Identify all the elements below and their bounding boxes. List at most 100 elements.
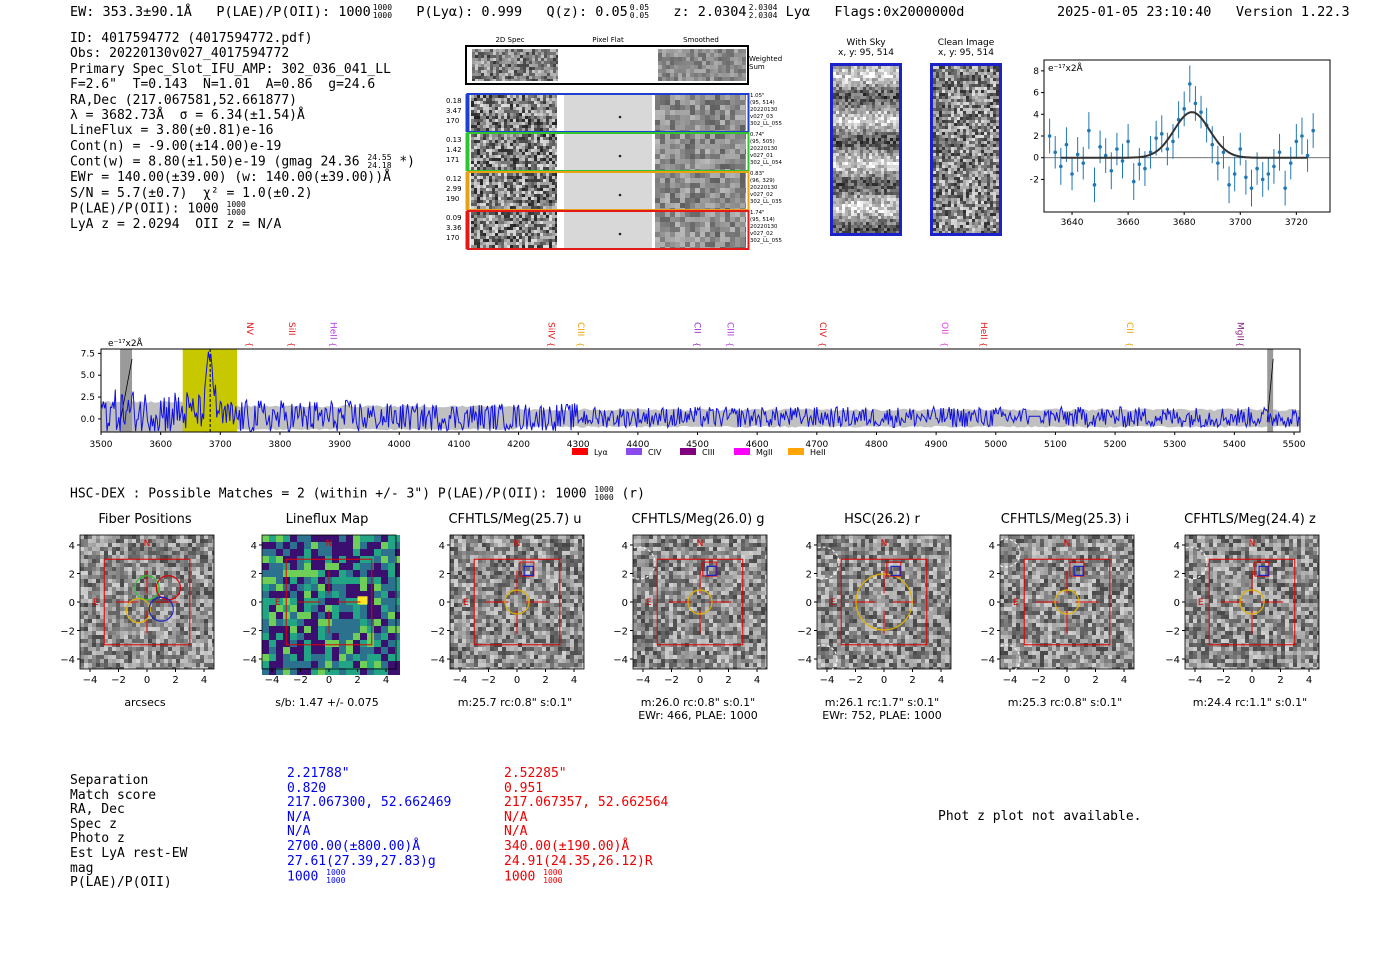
cutout-xtick-label: −4 (1188, 675, 1203, 686)
aperture-circle (1239, 589, 1265, 615)
blue-ew: 2700.00(±800.00)Å (287, 838, 421, 854)
cutout-ytick-label: 4 (251, 541, 257, 552)
zoom-fit-curve (1060, 111, 1308, 159)
info-sn: S/N = 5.7(±0.7) χ² = 1.0(±0.2) (70, 185, 313, 201)
red-score: 0.951 (504, 780, 544, 796)
cutout-caption-line: m:26.0 rc:0.8" s:0.1" (640, 696, 756, 709)
spec-line-label-bracket: { (979, 342, 988, 347)
match-blue: 2.21788" 0.820 217.067300, 52.662469 N/A… (287, 766, 451, 886)
cutout-xtick-label: −4 (1003, 675, 1018, 686)
spec-line-label: CII (1124, 322, 1134, 334)
hsc-title: HSC-DEX : Possible Matches = 2 (within +… (70, 486, 587, 502)
zoom-point (1188, 82, 1192, 86)
cutout-ytick-label: −2 (430, 627, 445, 638)
cutout-xtick-label: −4 (83, 675, 98, 686)
fiber-right-label: (95, 514) (750, 100, 775, 106)
zoom-point (1182, 107, 1186, 111)
zoom-point (1244, 175, 1248, 180)
fiber-tiles (465, 45, 750, 250)
cutout-xtick-label: −4 (265, 675, 280, 686)
cutout-xtick-label: −2 (664, 675, 679, 686)
spec-xtick-label: 4600 (746, 440, 769, 450)
compass-north: N (1249, 539, 1256, 549)
cutout-caption: m:26.0 rc:0.8" s:0.1" EWr: 466, PLAE: 100… (623, 696, 773, 722)
cutout-title: CFHTLS/Meg(24.4) z (1184, 512, 1316, 527)
zoom-xtick-label: 3720 (1285, 218, 1308, 228)
blue-score: 0.820 (287, 780, 327, 796)
match-box-red (1254, 561, 1270, 577)
fiber-left-label: 170 (446, 234, 459, 242)
match-box-blue (706, 565, 717, 576)
blue-plae-lo: 1000 (326, 876, 346, 886)
cutout-box (840, 558, 928, 646)
spec-xtick-label: 4500 (686, 440, 709, 450)
match-label: P(LAE)/P(OII) (70, 875, 172, 891)
cutout-title: CFHTLS/Meg(25.3) i (1000, 512, 1130, 527)
zoom-point (1137, 162, 1142, 167)
cutout-xtick-label: −4 (453, 675, 468, 686)
cutout-ytick-label: 2 (989, 569, 995, 580)
aperture-circle (504, 589, 530, 615)
cutout-ytick-label: −2 (1165, 627, 1180, 638)
zoom-ytick-label: 2 (1033, 132, 1039, 142)
fiber-right-label: 20220130 (750, 146, 778, 152)
zoom-ytick-label: 8 (1033, 67, 1039, 77)
spec-xtick-label: 3500 (90, 440, 113, 450)
pixel-flat-tile (564, 173, 652, 209)
zoom-chart: e⁻¹⁷x2Å −2 0 2 4 6 8 3640 3660 3680 3700 3720 (1030, 59, 1331, 228)
info-lya-z: LyA z = 2.0294 OII z = N/A (70, 217, 282, 233)
info-contw: Cont(w) = 8.80(±1.50)e-19 (gmag 24.36 (70, 154, 360, 170)
spec-xtick-label: 4400 (626, 440, 649, 450)
zoom-point (1249, 186, 1254, 190)
red-ew: 340.00(±190.00)Å (504, 838, 630, 854)
zoom-point (1070, 172, 1074, 176)
compass-north: N (881, 539, 888, 549)
clean-image (930, 63, 1002, 236)
cutout-box (656, 558, 744, 646)
red-photz: N/A (504, 824, 528, 840)
cutout-ytick-label: 4 (806, 541, 812, 552)
cutout-ytick-label: −2 (613, 627, 628, 638)
fiber-circle (148, 596, 174, 622)
cutout-ytick-label: 4 (439, 541, 445, 552)
spec-line-label: HeII (328, 322, 338, 340)
zoom-point (1300, 134, 1304, 138)
spec-xtick-label: 4300 (567, 440, 590, 450)
hsc-title-row: HSC-DEX : Possible Matches = 2 (within +… (70, 486, 645, 502)
cutout-ytick-label: 4 (989, 541, 995, 552)
spec-xtick-label: 5500 (1283, 440, 1306, 450)
cutout-ytick-label: 4 (69, 541, 75, 552)
cutout-ytick-label: 0 (439, 598, 445, 609)
info-contn: Cont(n) = -9.00(±14.00)e-19 (70, 138, 282, 154)
spec-xtick-label: 5200 (1104, 440, 1127, 450)
zoom-point (1098, 145, 1102, 149)
fiber-left-label: 0.09 (446, 214, 462, 222)
fiber-right-label: 1.05" (750, 93, 764, 99)
zoom-point (1227, 183, 1231, 187)
blue-photz: N/A (287, 824, 311, 840)
compass-east: E (463, 598, 469, 608)
full-spectrum-chart: e⁻¹⁷x2Å 0.0 2.5 5.0 7.5 3500 3600 3700 3800 3900… (81, 322, 1306, 457)
aperture-circle (855, 573, 913, 631)
fiber-left-label: 1.42 (446, 146, 462, 154)
cutout-xtick-label: −2 (1031, 675, 1046, 686)
mask-circle (808, 644, 838, 674)
cutout-caption: m:25.3 rc:0.8" s:0.1" (990, 696, 1140, 709)
zoom-ytick-label: 4 (1033, 110, 1039, 120)
cutout-caption-line: m:25.3 rc:0.8" s:0.1" (1007, 696, 1123, 709)
pixel-flat-tile (564, 95, 652, 131)
cutout-xtick-label: 4 (1121, 675, 1127, 686)
cutout-svg: N E 4 2 0 −2 −4 −4 −2 0 2 4 (242, 534, 400, 686)
cutout-ytick-label: 0 (622, 598, 628, 609)
blue-plae: 1000 (287, 869, 319, 885)
spec-line-label: CII (692, 322, 702, 334)
spec-line-label-bracket: { (329, 342, 338, 347)
cutout-xtick-label: 4 (754, 675, 760, 686)
spec-line-label-bracket: { (693, 342, 702, 347)
blue-separation: 2.21788" (287, 766, 350, 781)
header-version: Version 1.22.3 (1235, 4, 1350, 20)
blue-mag: 27.61(27.39,27.83)g (287, 853, 436, 869)
match-label: Photo z (70, 831, 125, 847)
header-plae: P(LAE)/P(OII): 1000 (216, 4, 371, 20)
fiber-right-label: 302_LL_055 (750, 238, 782, 244)
